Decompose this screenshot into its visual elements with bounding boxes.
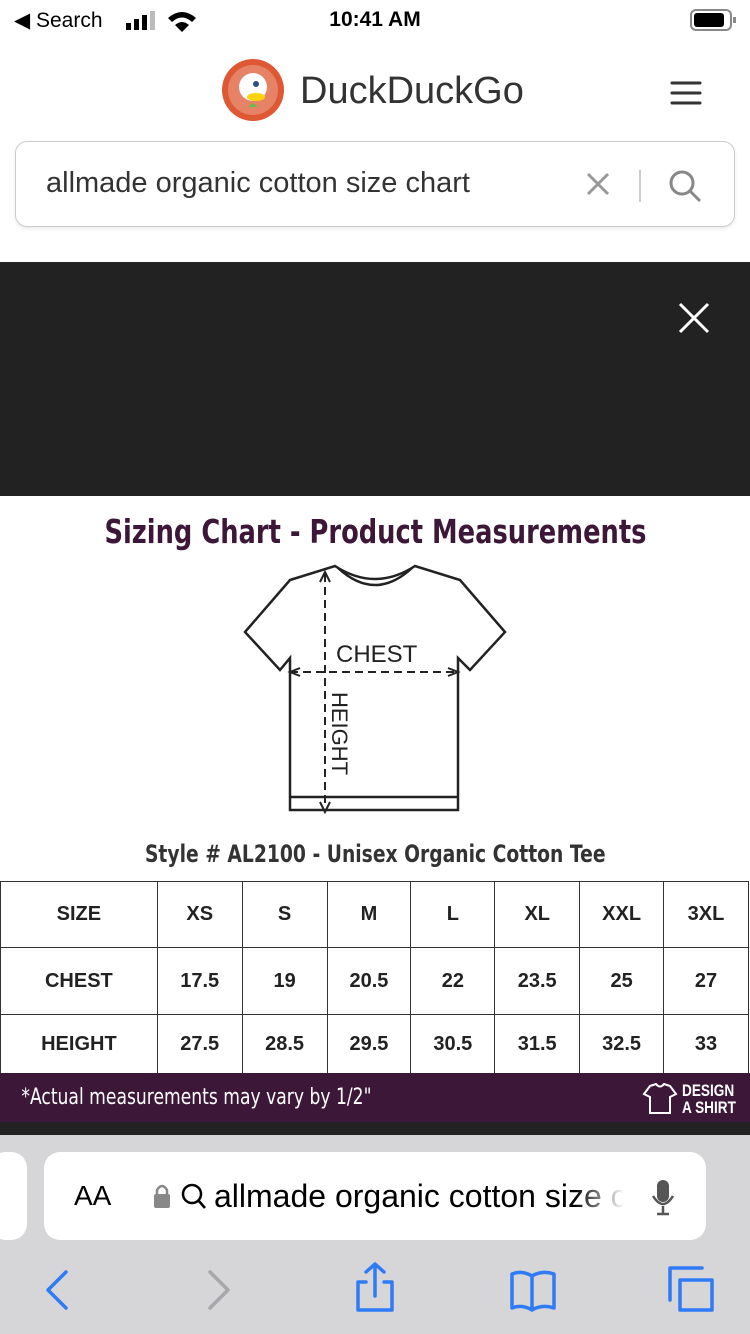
chest-label: CHEST (336, 641, 418, 668)
chart-footer: *Actual measurements may vary by 1/2" DE… (0, 1073, 750, 1122)
logo-text: DESIGN A SHIRT (682, 1082, 736, 1116)
table-cell: 17.5 (156, 947, 243, 1015)
status-bar: ◀ Search 10:41 AM (0, 0, 750, 42)
size-chart-image: Sizing Chart - Product Measurements CHES… (0, 496, 750, 1136)
address-bar[interactable]: AA allmade organic cotton size chart (44, 1152, 706, 1240)
shirt-logo (642, 1083, 678, 1114)
table-cell: 30.5 (410, 1014, 496, 1074)
search-query: allmade organic cotton size chart (46, 167, 470, 199)
table-cell: 32.5 (579, 1014, 665, 1074)
table-cell: HEIGHT (0, 1014, 158, 1074)
table-cell: S (241, 881, 328, 948)
duck-logo[interactable] (220, 57, 286, 123)
table-cell: M (326, 881, 412, 948)
close-button[interactable] (678, 302, 710, 334)
search-box[interactable]: allmade organic cotton size chart (15, 141, 735, 227)
height-label: HEIGHT (327, 692, 352, 775)
browser-bar: AA allmade organic cotton size chart (0, 1135, 750, 1334)
image-overlay (0, 262, 750, 496)
table-cell: CHEST (0, 947, 158, 1015)
table-cell: XS (156, 881, 243, 948)
table-cell: XXL (579, 881, 665, 948)
table-cell: 29.5 (326, 1014, 412, 1074)
footnote: *Actual measurements may vary by 1/2" (21, 1085, 372, 1110)
overlay-strip (0, 1122, 750, 1136)
text-size-button[interactable]: AA (74, 1180, 112, 1211)
tabs-button[interactable] (668, 1266, 714, 1312)
size-table: SIZE XS S M L XL XXL 3XL CHEST 17.5 19 20.5 22 23.5 25… (0, 881, 749, 1074)
table-cell: 33 (663, 1014, 749, 1074)
logo-line: A SHIRT (682, 1098, 736, 1117)
menu-button[interactable] (670, 80, 702, 108)
toolbar (46, 1262, 714, 1312)
table-row: SIZE XS S M L XL XXL 3XL (0, 881, 749, 948)
forward-button[interactable] (208, 1270, 230, 1310)
back-to-search[interactable]: ◀ Search (14, 9, 103, 32)
clock: 10:41 AM (329, 8, 421, 31)
table-cell: 27.5 (156, 1014, 243, 1074)
search-icons[interactable] (584, 170, 724, 204)
table-cell: 22 (410, 947, 496, 1015)
shirt-diagram: CHEST HEIGHT (243, 564, 507, 815)
brand: DuckDuckGo (300, 70, 524, 112)
back-button[interactable] (46, 1270, 68, 1310)
table-cell: 3XL (663, 881, 749, 948)
logo-line: DESIGN (682, 1081, 735, 1100)
lock-search-icons (154, 1183, 206, 1209)
table-cell: 23.5 (494, 947, 581, 1015)
table-cell: XL (494, 881, 581, 948)
mic-button[interactable] (650, 1178, 676, 1216)
chart-title: Sizing Chart - Product Measurements (103, 512, 647, 551)
prev-tab[interactable] (0, 1152, 27, 1240)
back-label: Search (35, 9, 103, 32)
table-cell: 28.5 (241, 1014, 328, 1074)
url-text: allmade organic cotton size chart (214, 1178, 624, 1214)
table-cell: 19 (241, 947, 328, 1015)
table-cell: SIZE (0, 881, 158, 948)
battery (690, 9, 736, 31)
bookmarks-button[interactable] (510, 1270, 556, 1312)
share-button[interactable] (356, 1262, 394, 1312)
table-cell: 20.5 (326, 947, 412, 1015)
table-cell: L (410, 881, 496, 948)
table-row: CHEST 17.5 19 20.5 22 23.5 25 27 (0, 947, 749, 1015)
table-row: HEIGHT 27.5 28.5 29.5 30.5 31.5 32.5 33 (0, 1014, 749, 1074)
signal-wifi (126, 11, 196, 32)
table-cell: 27 (663, 947, 749, 1015)
table-cell: 31.5 (494, 1014, 581, 1074)
table-cell: 25 (579, 947, 665, 1015)
style-caption: Style # AL2100 - Unisex Organic Cotton T… (144, 840, 606, 868)
